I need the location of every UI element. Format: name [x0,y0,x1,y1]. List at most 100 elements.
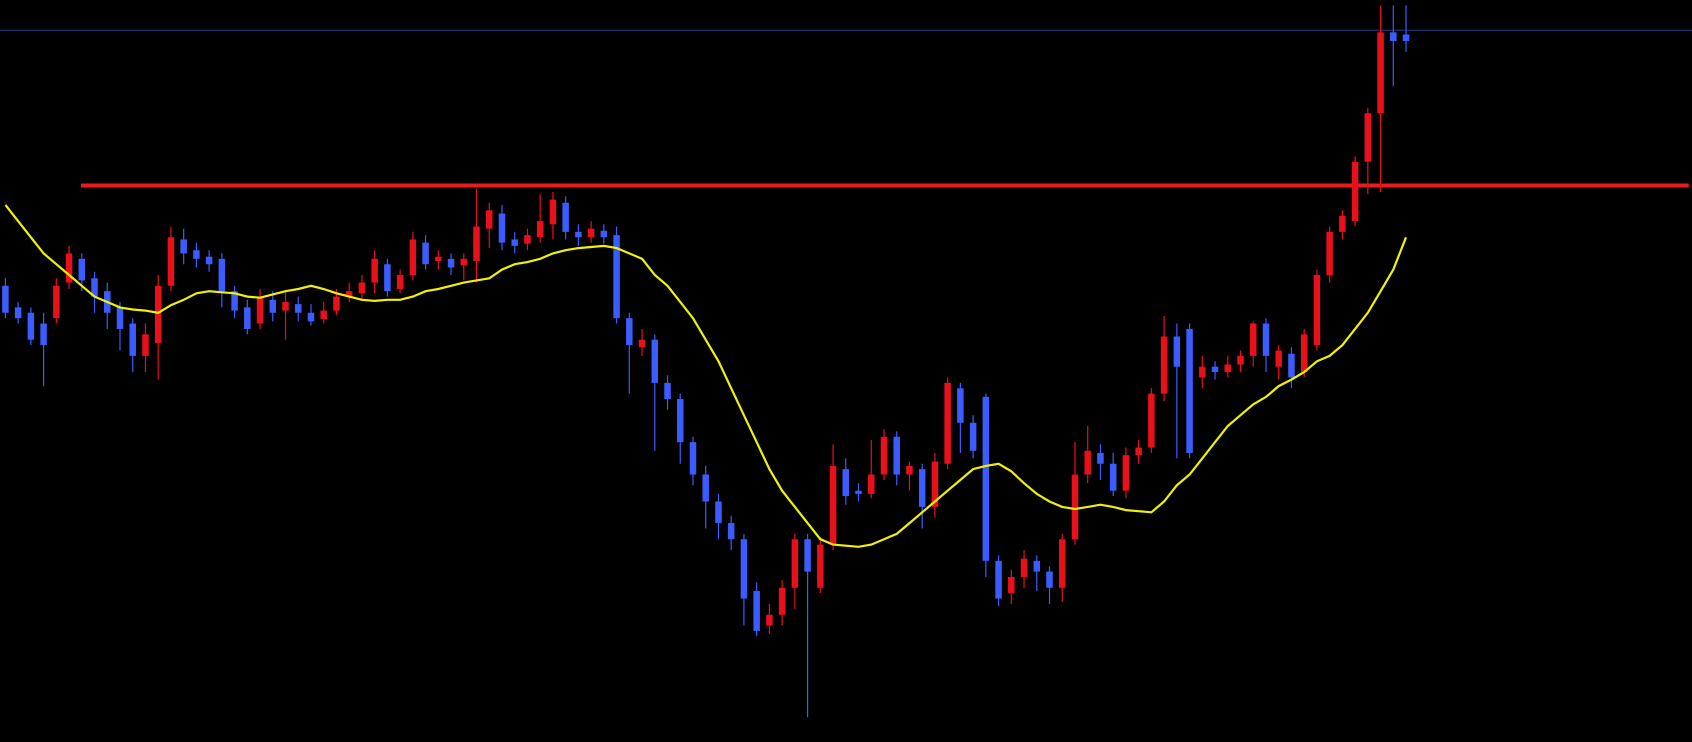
candle-body [664,382,671,400]
candle-body [1224,364,1232,373]
candle-body [1046,571,1053,588]
candle-body [486,210,493,229]
candle-body [1313,275,1321,346]
candle-body [1364,113,1372,162]
candle-body [1033,560,1041,572]
candle-body [1008,576,1015,594]
candle-body [116,307,124,329]
candle-body [766,614,773,626]
candle-body [282,301,289,311]
candle-body [1377,32,1384,114]
candle-body [498,213,506,243]
candle-body [893,436,900,475]
candle-body [65,253,73,283]
candle-body [638,339,646,348]
candle-body [142,334,149,356]
candle-body [1237,355,1244,365]
candle-body [549,199,557,225]
candle-body [180,239,187,254]
candle-body [129,323,136,356]
candle-body [1199,366,1206,378]
candle-body [1339,215,1346,232]
candle-body [778,587,786,615]
candle-body [154,285,162,343]
candle-body [906,465,913,475]
candle-body [677,399,684,443]
candle-body [817,544,824,588]
candle-body [702,474,709,502]
candle-body [371,258,378,283]
candle-body [855,490,862,494]
candle-body [409,239,417,276]
candle-body [345,291,353,297]
candle-body [1084,450,1091,475]
candle-body [91,278,98,297]
candle-body [575,231,582,238]
candle-body [320,310,327,320]
candle-body [1249,323,1257,356]
candle-body [562,202,569,232]
moving-average [4,204,1408,548]
candle-body [957,388,964,423]
candle-body [333,296,340,311]
candle-body [524,235,531,244]
candle-body [511,239,518,246]
candle-body [2,285,9,313]
candle-body [804,539,811,572]
candle-body [78,258,86,281]
candle-body [982,396,990,561]
candle-body [1148,393,1155,448]
candle-body [740,539,748,599]
candle-body [1300,334,1308,373]
candle-body [651,339,659,383]
candle-body [1402,34,1410,41]
candle-body [460,258,468,266]
candle-body [829,465,837,545]
candle-body [689,442,697,475]
candle-body [842,469,850,497]
candle-body [396,275,404,290]
candle-body [753,591,760,631]
candle-body [358,282,366,294]
candle-body [193,250,200,259]
candle-body [1122,455,1130,491]
candle-body [27,312,35,340]
candle-body [1211,366,1219,373]
candle-body [244,307,251,329]
candle-body [256,296,264,324]
candle-body [307,312,315,322]
candle-body [1390,32,1397,41]
candle-body [626,318,633,346]
candle-body [435,256,442,261]
candle-body [1058,539,1066,588]
candle-body [447,258,455,268]
candle-body [587,228,595,238]
candle-body [715,501,722,524]
candle-body [473,226,480,261]
candle-body [1071,474,1079,540]
candle-body [231,291,238,311]
candle-body [1109,463,1117,491]
candle-body [1186,328,1193,453]
candle-body [944,382,951,464]
candle-body [536,221,544,238]
candle-body [295,304,302,313]
candle-body [53,285,60,319]
candle-body [727,523,735,540]
candle-body [40,323,47,346]
candle-body [931,461,939,507]
candle-body [422,242,429,265]
candle-body [1288,353,1295,378]
candle-body [384,264,391,292]
candle-body [613,235,620,319]
candle-body [1173,336,1181,367]
candle-body [1351,161,1359,222]
candle-body [14,307,22,319]
candle-body [918,469,926,507]
candle-body [995,560,1002,599]
candle-body [600,230,608,238]
candle-body [969,422,977,451]
candle-body [205,256,213,265]
